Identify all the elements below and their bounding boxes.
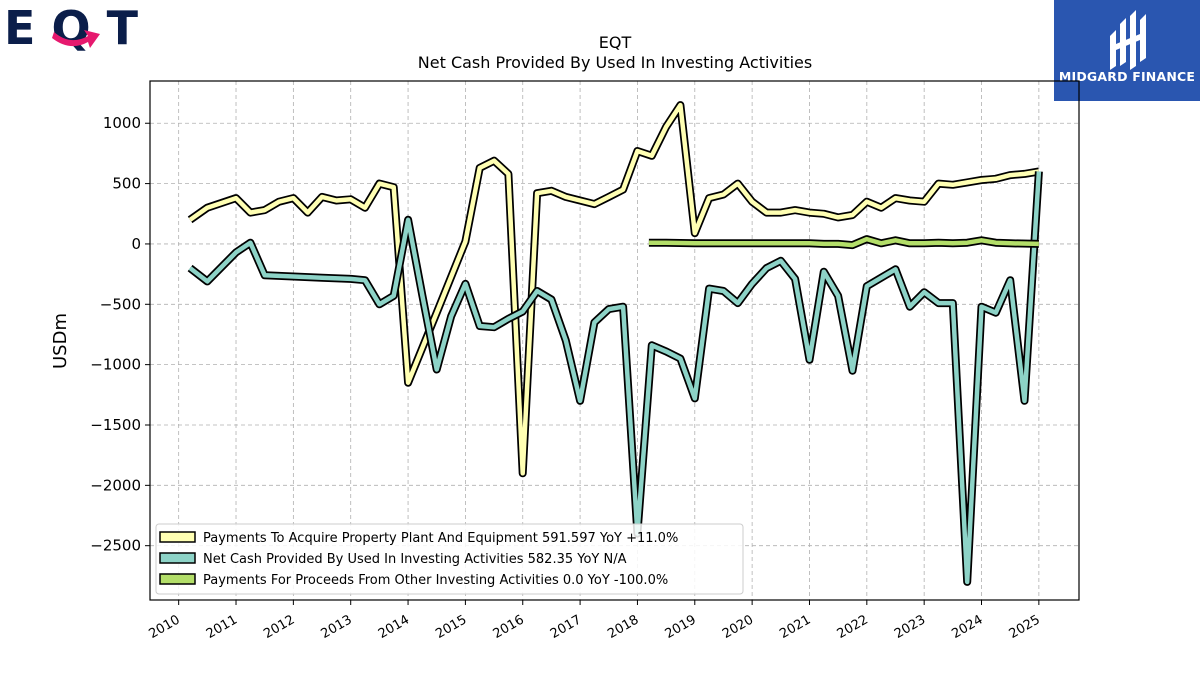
y-axis: 1000 500 0 −500 −1000 −1500 −2000 −2500 [90,114,150,555]
midgard-finance-logo: MIDGARD FINANCE [1054,0,1200,101]
legend-swatch-1 [159,552,196,564]
eqt-logo-arrow [52,30,100,48]
y-tick-label: −1500 [90,416,141,434]
y-axis-label: USDm [50,313,71,369]
series-outline-1 [187,171,1043,586]
midgard-logo-text: MIDGARD FINANCE [1058,69,1196,84]
x-tick-label: 2021 [777,612,813,642]
plot-lines [187,101,1043,586]
x-tick-label: 2025 [1007,612,1043,642]
x-tick-label: 2023 [892,612,928,642]
eqt-logo: EQT [4,4,139,54]
x-tick-label: 2024 [949,612,985,642]
chart-subtitle: Net Cash Provided By Used In Investing A… [418,53,812,72]
y-tick-label: 500 [112,175,141,193]
legend: Payments To Acquire Property Plant And E… [155,523,744,595]
y-tick-label: −500 [100,295,141,313]
y-tick-label: −2500 [90,537,141,555]
x-tick-label: 2010 [147,612,183,642]
legend-label-1: Net Cash Provided By Used In Investing A… [203,552,627,567]
series-line-2 [648,236,1039,248]
legend-label-2: Payments For Proceeds From Other Investi… [203,573,668,588]
series-line-0 [188,102,1040,476]
y-tick-label: 0 [131,235,141,253]
y-tick-label: −1000 [90,356,141,374]
chart-title: EQT [599,33,632,52]
y-tick-label: −2000 [90,476,141,494]
grid [150,81,1079,600]
x-tick-label: 2014 [376,612,412,642]
x-axis: 2010 2011 2012 2013 2014 2015 2016 2017 2018 2019… [147,600,1043,642]
legend-swatch-0 [159,531,196,543]
x-tick-label: 2019 [663,612,699,642]
x-tick-label: 2018 [605,612,641,642]
series-outline-0 [187,101,1040,478]
midgard-logo-mark [1110,10,1146,70]
plot-frame [149,80,1080,601]
x-tick-label: 2011 [204,612,240,642]
legend-label-0: Payments To Acquire Property Plant And E… [203,531,678,546]
y-tick-label: 1000 [103,114,141,132]
series-line-1 [188,171,1042,585]
x-tick-label: 2022 [835,612,871,642]
legend-swatch-2 [159,573,196,585]
x-tick-label: 2016 [491,612,527,642]
legend-box [155,523,744,595]
x-tick-label: 2013 [319,612,355,642]
x-tick-label: 2015 [433,612,469,642]
x-tick-label: 2012 [261,612,297,642]
x-tick-label: 2020 [720,612,756,642]
x-tick-label: 2017 [548,612,584,642]
